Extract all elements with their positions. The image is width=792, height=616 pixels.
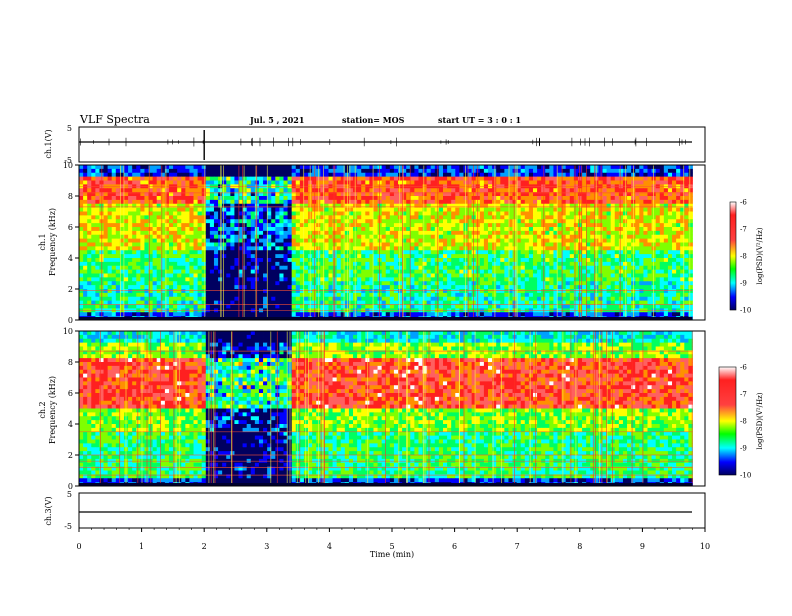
header-start: start UT = 3 : 0 : 1: [438, 115, 521, 125]
colorbar-tick-label: -9: [740, 445, 747, 453]
colorbar-tick-label: -8: [740, 253, 747, 261]
colorbar-ch2: -6 -7 -8 -9 -10 log(PSD)(V²/Hz): [719, 364, 764, 480]
ytick-label: 10: [63, 161, 73, 170]
ytick-label: 10: [63, 327, 73, 336]
ytick-label: 8: [68, 192, 73, 201]
xtick-label: 1: [139, 542, 144, 551]
xtick-label: 4: [327, 542, 332, 551]
ytick-label: 2: [68, 451, 73, 460]
ch3-waveform-panel: 5 -5 ch.3(V): [44, 490, 705, 531]
colorbar-tick-label: -7: [740, 391, 747, 399]
xtick-label: 2: [202, 542, 207, 551]
ch1-ylabel-ch: ch.1: [38, 233, 47, 250]
x-axis-label: Time (min): [370, 550, 414, 559]
ytick-label: 8: [68, 358, 73, 367]
xtick-label: 6: [452, 542, 457, 551]
colorbar-tick-label: -8: [740, 418, 747, 426]
xtick-label: 8: [577, 542, 582, 551]
colorbar-tick-label: -7: [740, 226, 747, 234]
xtick-label: 7: [515, 542, 520, 551]
ytick-label: 6: [68, 223, 73, 232]
colorbar-tick-label: -9: [740, 280, 747, 288]
colorbar-tick-label: -6: [740, 364, 747, 372]
figure-title: VLF Spectra: [79, 113, 150, 126]
xtick-label: 9: [640, 542, 645, 551]
colorbar-tick-label: -6: [740, 199, 747, 207]
colorbar-tick-label: -10: [740, 472, 751, 480]
ytick-label: 0: [68, 316, 73, 325]
ytick-label: 4: [68, 420, 73, 429]
ch2-ylabel-freq: Frequency (kHz): [48, 376, 57, 444]
xtick-label: 10: [700, 542, 710, 551]
colorbar-ch2-label: log(PSD)(V²/Hz): [756, 392, 764, 449]
colorbar-ch1-label: log(PSD)(V²/Hz): [756, 227, 764, 284]
ch1-ylabel: ch.1(V): [44, 129, 53, 158]
xtick-label: 0: [76, 542, 81, 551]
ch1-spectrogram-panel: 0 2 4 6 8 10 ch.1 Frequency (kHz): [38, 161, 705, 325]
ch2-ylabel-ch: ch.2: [38, 401, 47, 418]
ytick-label: 6: [68, 389, 73, 398]
xtick-label: 3: [264, 542, 269, 551]
ch3-ytick-bottom: -5: [64, 522, 72, 531]
ch1-ylabel-freq: Frequency (kHz): [48, 208, 57, 276]
header-station: station= MOS: [342, 115, 405, 125]
ch1-waveform-panel: 5 -5 ch.1(V): [44, 124, 705, 165]
ch3-ylabel: ch.3(V): [44, 496, 53, 525]
ytick-label: 4: [68, 254, 73, 263]
colorbar-tick-label: -10: [740, 307, 751, 315]
ch1-ytick-top: 5: [67, 124, 72, 133]
header-date: Jul. 5 , 2021: [249, 115, 304, 125]
colorbar-ch1: -6 -7 -8 -9 -10 log(PSD)(V²/Hz): [730, 199, 764, 315]
ch3-ytick-top: 5: [67, 490, 72, 499]
ytick-label: 2: [68, 285, 73, 294]
